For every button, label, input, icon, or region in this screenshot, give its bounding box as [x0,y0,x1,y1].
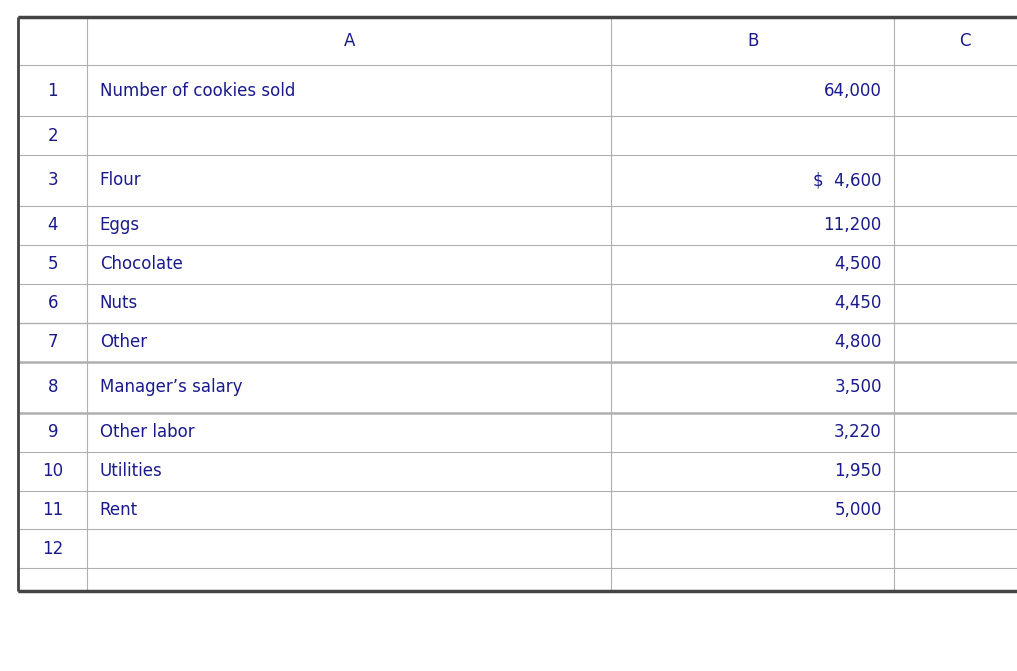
Text: Eggs: Eggs [100,217,139,234]
Text: Rent: Rent [100,501,137,519]
Text: 11,200: 11,200 [824,217,882,234]
Text: 1: 1 [48,82,58,99]
Text: Flour: Flour [100,172,141,189]
Text: 2: 2 [48,127,58,144]
Text: 64,000: 64,000 [824,82,882,99]
Text: 8: 8 [48,378,58,396]
Text: 4: 4 [48,217,58,234]
Text: 4,500: 4,500 [834,256,882,273]
Text: 6: 6 [48,295,58,312]
Text: 10: 10 [43,462,63,480]
Text: 1,950: 1,950 [834,462,882,480]
Text: 5,000: 5,000 [834,501,882,519]
Text: B: B [746,32,759,50]
Text: 3,220: 3,220 [834,423,882,441]
Text: Manager’s salary: Manager’s salary [100,378,242,396]
Text: A: A [344,32,355,50]
Text: 12: 12 [43,540,63,558]
Text: Number of cookies sold: Number of cookies sold [100,82,295,99]
Text: $  4,600: $ 4,600 [814,172,882,189]
Text: C: C [959,32,970,50]
Text: 3: 3 [48,172,58,189]
Text: 7: 7 [48,333,58,351]
Text: Other labor: Other labor [100,423,194,441]
Text: Chocolate: Chocolate [100,256,182,273]
Text: 4,800: 4,800 [834,333,882,351]
Text: Other: Other [100,333,146,351]
Text: 5: 5 [48,256,58,273]
Text: 9: 9 [48,423,58,441]
Text: Utilities: Utilities [100,462,163,480]
Text: 11: 11 [43,501,63,519]
Bar [18,17,1017,591]
Text: 4,450: 4,450 [834,295,882,312]
Text: Nuts: Nuts [100,295,138,312]
Text: 3,500: 3,500 [834,378,882,396]
